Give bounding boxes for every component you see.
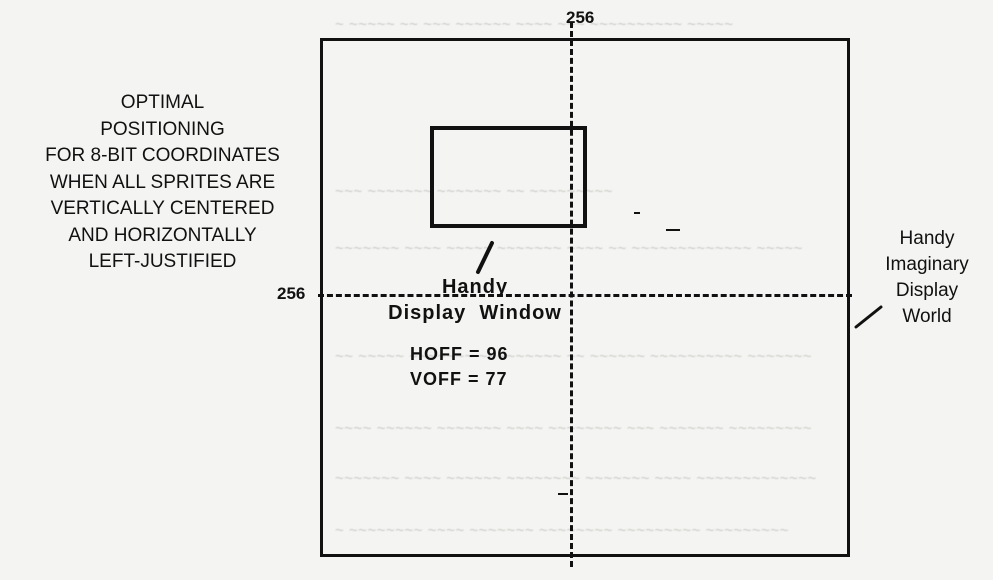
display-window-leader-line xyxy=(476,241,494,274)
caption-line: OPTIMAL xyxy=(120,92,205,113)
world-label-line: Handy xyxy=(899,228,955,249)
horizontal-center-axis xyxy=(318,294,852,297)
display-window-title-line2: Display Window xyxy=(388,302,562,324)
bleed-through-text: ~~~~~~~ ~~~~ ~~~~~ ~~~~~~~ ~~~~ ~~ ~~~~~… xyxy=(335,240,803,257)
caption-line: WHEN ALL SPRITES ARE xyxy=(49,171,276,193)
hoff-value: HOFF = 96 xyxy=(410,344,509,364)
bleed-through-text: ~~~~~~~ ~~~~ ~~~~~~ ~~~~~~~~ ~~~~~~~ ~~~… xyxy=(335,470,817,487)
axis-label-256-left: 256 xyxy=(277,284,306,303)
positioning-caption: OPTIMAL POSITIONING FOR 8-BIT COORDINATE… xyxy=(10,90,315,276)
axis-label-256-top: 256 xyxy=(566,8,595,27)
handy-display-window-rect xyxy=(430,126,587,228)
world-leader-line xyxy=(854,305,883,329)
caption-line: LEFT-JUSTIFIED xyxy=(88,251,237,272)
bleed-through-text: ~~ ~~~~~ ~~~~~~~ ~~~~~~~~~ ~~ ~~~~~~ ~~~… xyxy=(335,348,813,365)
display-window-title-line1: Handy xyxy=(441,276,509,298)
world-label-line: Imaginary xyxy=(885,254,969,275)
offset-values: HOFF = 96 VOFF = 77 xyxy=(410,342,509,392)
caption-line: POSITIONING xyxy=(100,118,225,140)
world-label-line: World xyxy=(902,306,952,327)
display-window-label: Handy Display Window xyxy=(375,274,575,326)
world-label-line: Display xyxy=(895,280,959,301)
imaginary-display-world-box xyxy=(320,38,850,557)
voff-value: VOFF = 77 xyxy=(410,369,508,389)
bleed-through-text: ~~~ ~~~~~~~ ~~~~~~~ ~~ ~~~~~~~~~ xyxy=(335,183,613,200)
caption-line: FOR 8-BIT COORDINATES xyxy=(45,145,280,166)
caption-line: VERTICALLY CENTERED xyxy=(50,198,275,219)
bleed-through-text: ~ ~~~~~~~~ ~~~~ ~~~~~~~ ~~~~~~~~ ~~~~~~~… xyxy=(335,522,789,539)
bleed-through-text: ~~~~ ~~~~~~ ~~~~~~~ ~~~~ ~~~~~~~~ ~~~ ~~… xyxy=(335,420,813,437)
imaginary-world-label: Handy Imaginary Display World xyxy=(862,226,992,330)
bleed-through-text: ~ ~~~~~ ~~ ~~~ ~~~~~~ ~~~~ ~~~ ~~~~~~~~~… xyxy=(335,16,734,33)
caption-line: AND HORIZONTALLY xyxy=(68,224,257,246)
